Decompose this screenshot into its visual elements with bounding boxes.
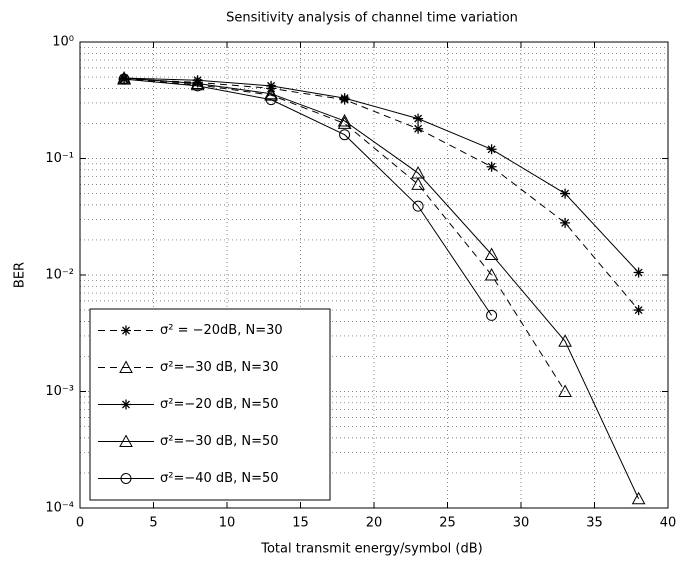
marker	[484, 267, 499, 281]
marker	[266, 80, 277, 91]
marker	[190, 76, 205, 90]
marker	[117, 71, 131, 84]
marker	[484, 247, 499, 260]
x-tick-label: 20	[366, 516, 383, 531]
x-tick-label: 30	[513, 516, 530, 531]
marker	[192, 80, 204, 92]
marker	[413, 113, 424, 124]
legend-marker	[121, 325, 131, 336]
x-tick-label: 15	[292, 516, 309, 531]
y-tick-label: 10⁻¹	[45, 151, 74, 166]
y-tick-label: 10⁰	[52, 35, 74, 50]
marker	[337, 113, 352, 127]
marker	[633, 305, 644, 316]
marker	[558, 334, 572, 347]
legend-label: σ²=−40 dB, N=50	[160, 471, 279, 486]
chart-title: Sensitivity analysis of channel time var…	[226, 11, 518, 26]
marker	[486, 144, 497, 155]
y-tick-label: 10⁻⁴	[45, 501, 74, 516]
y-tick-label: 10⁻²	[45, 268, 74, 283]
y-axis-label: BER	[13, 262, 28, 288]
y-tick-label: 10⁻³	[45, 384, 74, 399]
marker	[631, 491, 646, 505]
x-tick-label: 5	[149, 516, 157, 531]
marker	[486, 161, 497, 172]
marker	[339, 129, 351, 141]
legend-marker	[121, 399, 131, 410]
legend-label: σ²=−30 dB, N=50	[160, 434, 279, 449]
marker	[339, 93, 350, 104]
series-line	[124, 78, 493, 316]
marker	[411, 177, 425, 190]
legend-label: σ²=−20 dB, N=50	[160, 397, 279, 412]
series-line	[124, 77, 639, 273]
marker	[486, 309, 498, 321]
legend-marker	[120, 473, 132, 484]
marker	[633, 267, 644, 278]
legend-label: σ²=−30 dB, N=30	[160, 360, 279, 375]
series-line	[124, 78, 639, 311]
x-axis-label: Total transmit energy/symbol (dB)	[260, 542, 483, 557]
marker	[560, 217, 571, 228]
marker	[558, 384, 572, 397]
marker	[192, 75, 203, 86]
series-line	[124, 77, 640, 499]
legend: σ² = −20dB, N=30 σ²=−30 dB, N=30 σ²=−20 dB…	[89, 308, 331, 501]
marker	[265, 94, 277, 106]
legend-marker	[119, 360, 133, 373]
marker	[413, 123, 424, 134]
marker	[118, 73, 130, 85]
x-tick-label: 10	[219, 516, 236, 531]
x-tick-label: 40	[660, 516, 677, 531]
x-tick-label: 0	[76, 516, 84, 531]
marker	[264, 86, 278, 100]
marker	[411, 166, 425, 179]
marker	[560, 188, 571, 199]
plot-frame	[79, 41, 669, 509]
x-tick-label: 25	[439, 516, 456, 531]
x-tick-label: 35	[586, 516, 603, 531]
marker	[412, 200, 424, 212]
legend-box	[89, 308, 331, 501]
legend-label: σ² = −20dB, N=30	[160, 323, 283, 338]
legend-marker	[119, 434, 133, 447]
